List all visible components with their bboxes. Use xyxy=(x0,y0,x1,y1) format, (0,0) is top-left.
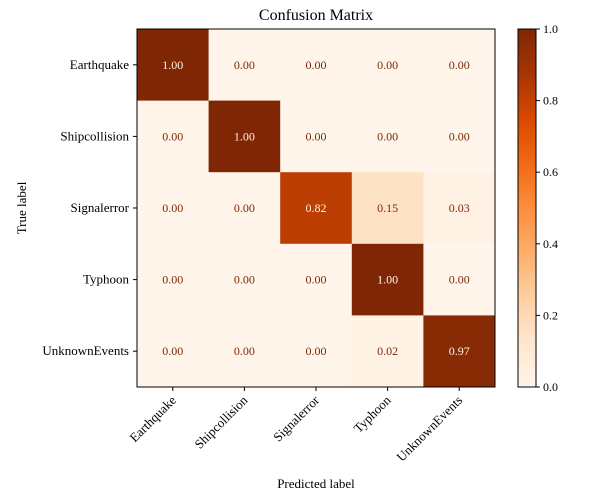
cell-value-label: 0.00 xyxy=(306,273,327,287)
heatmap-cell xyxy=(423,100,496,173)
cell-value-label: 0.00 xyxy=(162,201,183,215)
heatmap-cell xyxy=(280,243,353,316)
heatmap-cell xyxy=(423,315,496,388)
cell-value-label: 0.00 xyxy=(162,129,183,143)
heatmap-cell xyxy=(351,29,424,102)
colorbar-tick-label: 0.4 xyxy=(543,237,558,251)
heatmap-cell xyxy=(423,29,496,102)
heatmap-cell xyxy=(137,315,210,388)
y-axis-ticks: Earthquake Shipcollision Signalerror Typhoo… xyxy=(42,57,137,358)
cell-value-label: 1.00 xyxy=(162,58,183,72)
heatmap-cell xyxy=(351,315,424,388)
cell-value-label: 0.00 xyxy=(377,58,398,72)
colorbar-tick-label: 1.0 xyxy=(543,22,558,36)
cell-value-label: 0.00 xyxy=(234,58,255,72)
x-axis-ticks: Earthquake Shipcollision Signalerror Typhoo… xyxy=(126,387,465,464)
y-axis-label: True label xyxy=(14,181,29,234)
cell-value-label: 0.00 xyxy=(377,129,398,143)
cell-value-label: 0.00 xyxy=(234,273,255,287)
heatmap-cell xyxy=(137,100,210,173)
colorbar-tick-label: 0.6 xyxy=(543,165,558,179)
cell-value-label: 0.97 xyxy=(449,344,470,358)
heatmap-cell xyxy=(137,172,210,245)
heatmap-cell xyxy=(280,100,353,173)
heatmap-cell xyxy=(208,29,281,102)
cell-value-label: 0.15 xyxy=(377,201,398,215)
cell-value-label: 1.00 xyxy=(377,273,398,287)
heatmap-cell xyxy=(137,29,210,102)
cell-value-label: 0.00 xyxy=(306,344,327,358)
cell-value-label: 0.02 xyxy=(377,344,398,358)
heatmap-cell xyxy=(137,243,210,316)
y-tick-label: Typhoon xyxy=(83,272,130,287)
y-tick-label: UnknownEvents xyxy=(42,343,129,358)
colorbar-ticks: 0.0 0.2 0.4 0.6 0.8 1.0 xyxy=(536,22,558,394)
colorbar-tick-label: 0.0 xyxy=(543,380,558,394)
y-tick-label: Signalerror xyxy=(71,200,130,215)
cell-value-label: 0.00 xyxy=(449,273,470,287)
heatmap-cell xyxy=(351,100,424,173)
colorbar-tick-label: 0.8 xyxy=(543,94,558,108)
cell-value-label: 0.03 xyxy=(449,201,470,215)
heatmap-cell xyxy=(280,315,353,388)
cell-value-label: 0.00 xyxy=(162,344,183,358)
heatmap-cell xyxy=(208,100,281,173)
cell-value-label: 0.00 xyxy=(234,344,255,358)
heatmap-cells xyxy=(137,29,496,388)
heatmap-cell xyxy=(423,172,496,245)
cell-value-label: 0.00 xyxy=(306,58,327,72)
x-tick-label: UnknownEvents xyxy=(393,393,465,465)
cell-value-label: 0.00 xyxy=(162,273,183,287)
cell-value-label: 0.00 xyxy=(306,129,327,143)
heatmap-cell xyxy=(351,172,424,245)
cell-value-label: 0.82 xyxy=(306,201,327,215)
cell-annotations: 1.00 0.00 0.00 0.00 0.00 0.00 1.00 0.00 0.00 0.00… xyxy=(162,58,469,358)
colorbar xyxy=(517,28,537,388)
chart-title: Confusion Matrix xyxy=(259,7,373,24)
y-tick-label: Earthquake xyxy=(70,57,129,72)
heatmap-cell xyxy=(280,172,353,245)
cell-value-label: 0.00 xyxy=(234,201,255,215)
heatmap-cell xyxy=(423,243,496,316)
colorbar-tick-label: 0.2 xyxy=(543,308,558,322)
cell-value-label: 0.00 xyxy=(449,129,470,143)
cell-value-label: 0.00 xyxy=(449,58,470,72)
x-axis-label: Predicted label xyxy=(277,476,355,491)
heatmap-cell xyxy=(280,29,353,102)
y-tick-label: Shipcollision xyxy=(60,128,129,143)
x-tick-label: Signalerror xyxy=(270,392,322,444)
heatmap-cell xyxy=(208,172,281,245)
heatmap-cell xyxy=(208,243,281,316)
x-tick-label: Earthquake xyxy=(126,392,179,445)
x-tick-label: Shipcollision xyxy=(191,392,250,451)
heatmap-cell xyxy=(351,243,424,316)
heatmap-cell xyxy=(208,315,281,388)
cell-value-label: 1.00 xyxy=(234,129,255,143)
x-tick-label: Typhoon xyxy=(351,392,395,436)
